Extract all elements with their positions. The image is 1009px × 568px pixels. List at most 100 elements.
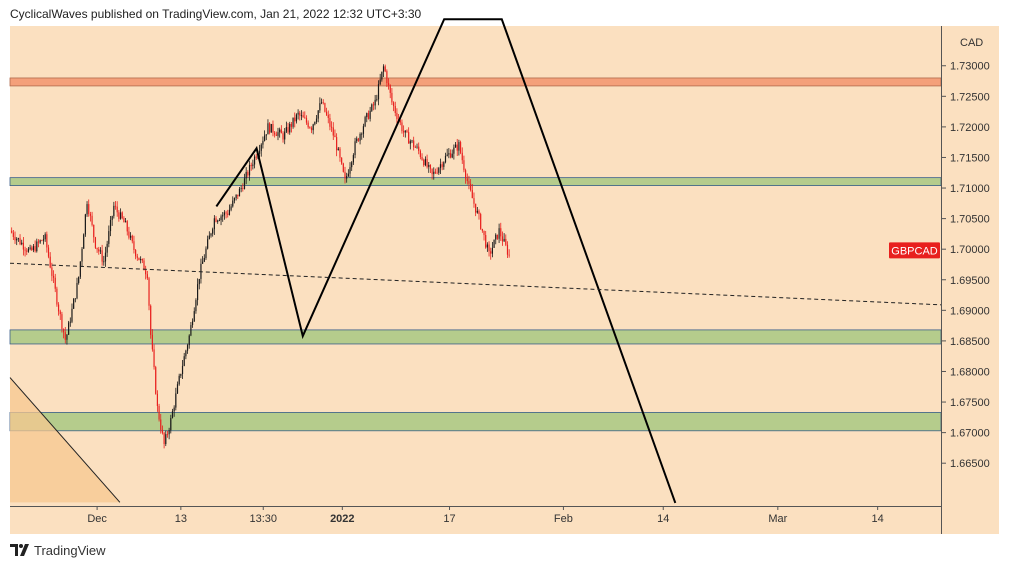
candle-body [128,231,130,238]
candle [428,161,430,173]
candle-body [153,349,155,368]
candle-body [359,134,361,141]
candle [272,120,274,137]
chart-area[interactable] [10,26,999,534]
candle-body [79,261,81,277]
candle [349,162,351,178]
candle-body [505,238,507,245]
candle [371,103,373,112]
candle [245,167,247,185]
candle [468,175,470,190]
candle-body [186,345,189,351]
candle [317,110,319,123]
candle-body [42,239,45,241]
candle-body [310,127,313,131]
candle-body [195,300,197,312]
candle [277,127,279,141]
candle-body [98,249,100,252]
candle [341,157,343,165]
candle-body [347,173,349,177]
candle [133,235,135,254]
candle-body [362,126,365,134]
candle [356,136,358,144]
drawings-layer [9,18,942,504]
candle-body [47,247,50,257]
candle-body [369,110,371,119]
candle [454,141,457,148]
candle-body [262,140,264,145]
candle-body [119,212,122,219]
candle [366,112,368,123]
candle-body [243,178,246,189]
candle [463,155,465,173]
candles-layer [11,64,510,449]
candle [16,237,18,246]
price-tick-label: 1.70500 [950,214,990,226]
candle [37,239,40,248]
candle-body [46,234,48,248]
candle-body [403,131,405,133]
candle [404,130,406,138]
candle [282,131,284,143]
candle [429,164,432,174]
solid-trendline [9,377,121,503]
candle [451,149,453,159]
candle-body [382,66,385,72]
candle-body [103,261,105,263]
candle [294,112,296,128]
candle [83,233,85,249]
candle [449,149,452,159]
candle [161,425,164,435]
candle [458,139,460,156]
candle-body [476,210,478,213]
candle-body [21,242,23,245]
candle [436,167,438,175]
candle [287,122,289,135]
candle-body [441,164,443,167]
candle-body [341,157,343,164]
candle-body [413,140,415,148]
candle-body [342,163,344,172]
candle [408,127,410,144]
candle-body [294,117,296,122]
candle-body [51,267,53,276]
candle-body [466,178,468,182]
candle-body [302,115,304,118]
candle [193,307,195,322]
candle-body [357,138,359,141]
candle [207,235,209,250]
candle-body [409,141,411,144]
candle [413,136,415,151]
candle [486,242,488,252]
candle [14,231,16,244]
candle [470,179,472,192]
candle [269,122,271,135]
candle [490,247,492,260]
candle [168,427,170,440]
candle [433,167,435,180]
candle-body [287,127,289,133]
candle-body [478,210,480,215]
candle-body [130,235,132,238]
candle-body [305,117,308,123]
candle-body [297,112,299,115]
candle [153,344,155,370]
candle-body [109,219,112,232]
candle [396,108,398,125]
candle [302,111,304,118]
candle-body [506,244,509,255]
candle-body [270,124,272,133]
candle-body [227,213,229,215]
candle [171,408,174,419]
candle-body [439,164,442,169]
candle [197,278,199,306]
candle [175,387,177,411]
candle-body [399,120,401,123]
candle [310,126,313,134]
candle [121,211,123,220]
candle [47,244,50,259]
candle [258,144,261,158]
candle-body [406,130,408,133]
time-tick-label: Mar [768,513,787,525]
